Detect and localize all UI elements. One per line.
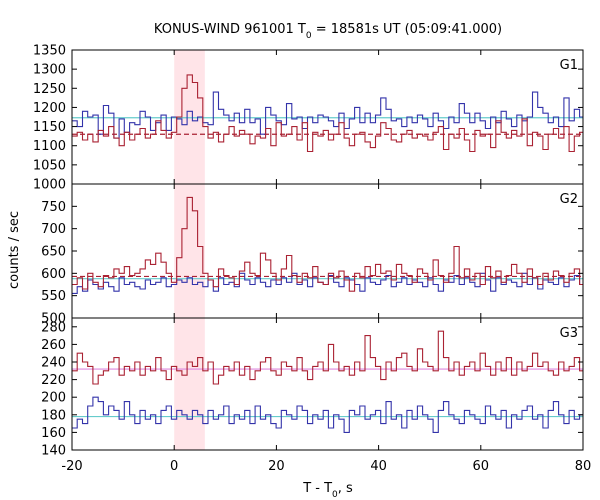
highlight-layer (174, 50, 205, 450)
y-tick-label-g1-1100: 1100 (33, 139, 66, 154)
y-tick-label-g3-260: 260 (41, 338, 66, 353)
y-tick-label-g2-750: 750 (41, 200, 66, 215)
y-tick-label-g3-140: 140 (41, 444, 66, 459)
series-g3-1 (72, 330, 583, 385)
y-axis-label: counts / sec (7, 211, 22, 289)
series-g3-0 (72, 396, 583, 433)
series-layer (72, 74, 583, 433)
y-tick-label-g2-600: 600 (41, 267, 66, 282)
x-axis-label: T - T0, s (302, 481, 353, 500)
y-tick-label-g2-550: 550 (41, 289, 66, 304)
y-tick-label-g2-700: 700 (41, 222, 66, 237)
y-tick-label-g3-240: 240 (41, 356, 66, 371)
panel-frame-g3 (71, 317, 584, 451)
y-tick-label-g3-160: 160 (41, 426, 66, 441)
background-levels (72, 117, 583, 418)
panel-label-g2: G2 (560, 192, 578, 207)
y-tick-label-g2-500: 500 (41, 312, 66, 327)
y-tick-label-g3-280: 280 (41, 320, 66, 335)
y-tick-label-g3-220: 220 (41, 373, 66, 388)
x-tick-label-80: 80 (575, 459, 592, 474)
y-tick-label-g3-200: 200 (41, 391, 66, 406)
series-g2-1 (72, 196, 583, 292)
highlight-band-g2 (174, 184, 205, 318)
series-g1-0 (72, 91, 583, 139)
chart-title: KONUS-WIND 961001 T0 = 18581s UT (05:09:… (154, 22, 502, 41)
y-tick-label-g3-180: 180 (41, 408, 66, 423)
x-tick-label-60: 60 (473, 459, 490, 474)
axes-layer: 1000 1050 1100 1150 1200 1250 1300 1350 G1 500 550… (33, 44, 591, 475)
highlight-band-g3 (174, 318, 205, 450)
y-tick-label-g2-650: 650 (41, 245, 66, 260)
x-tick-label--20: -20 (61, 459, 82, 474)
x-tick-label-40: 40 (370, 459, 387, 474)
x-tick-label-20: 20 (268, 459, 285, 474)
panel-label-g3: G3 (560, 326, 578, 341)
x-tick-label-0: 0 (170, 459, 178, 474)
y-tick-label-g1-1150: 1150 (33, 120, 66, 135)
y-tick-label-g1-1350: 1350 (33, 44, 66, 59)
y-tick-label-g1-1050: 1050 (33, 158, 66, 173)
y-tick-label-g1-1200: 1200 (33, 101, 66, 116)
series-g1-1 (72, 74, 583, 153)
y-tick-label-g1-1250: 1250 (33, 82, 66, 97)
panel-label-g1: G1 (560, 58, 578, 73)
panel-frame-g2 (71, 183, 584, 319)
y-tick-label-g1-1300: 1300 (33, 63, 66, 78)
y-tick-label-g1-1000: 1000 (33, 178, 66, 193)
